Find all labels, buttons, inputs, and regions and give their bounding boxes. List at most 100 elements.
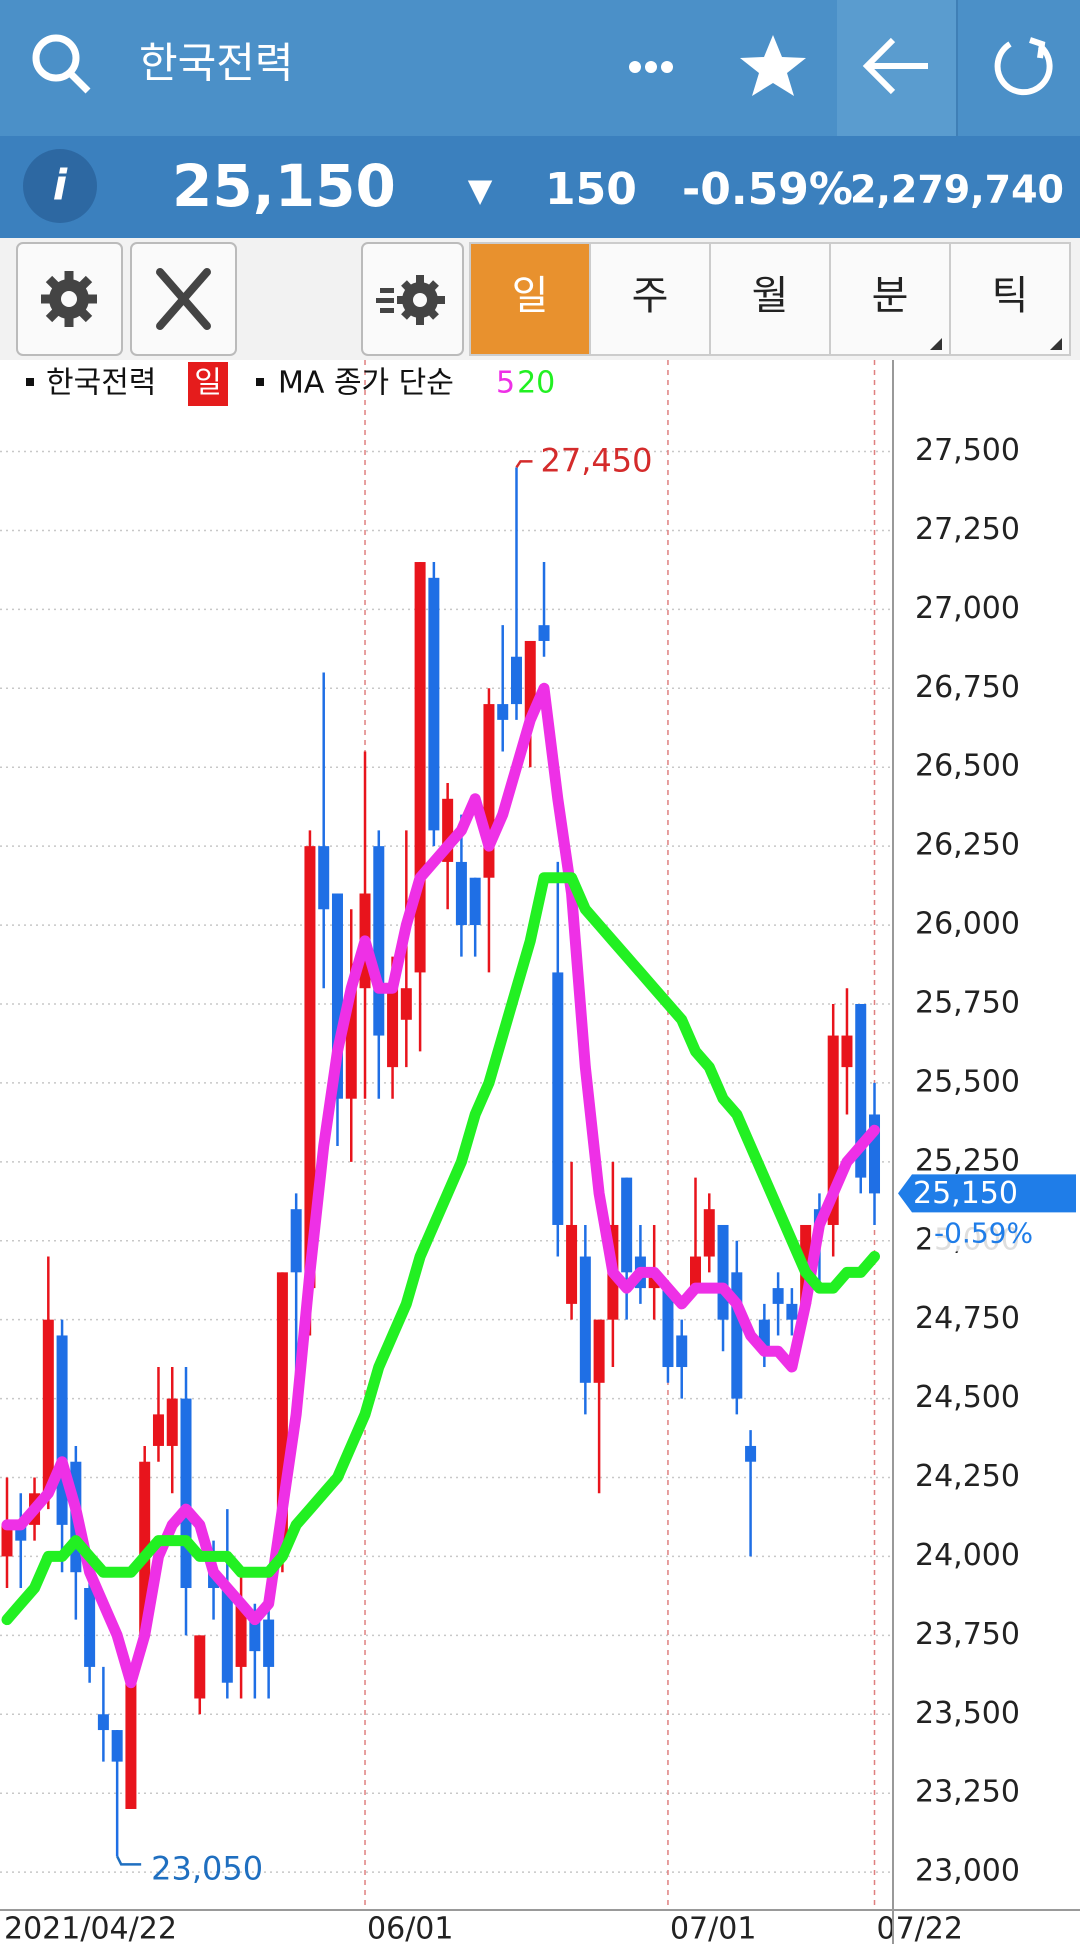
- chart-settings-icon: [376, 275, 445, 325]
- tab-label: 주: [632, 273, 669, 319]
- candle-body: [1, 1524, 13, 1557]
- legend-name: 한국전력: [46, 366, 156, 401]
- candle-body: [180, 1398, 192, 1589]
- tab-corner: [930, 338, 942, 350]
- star-icon[interactable]: [740, 35, 806, 96]
- legend-entry: 20: [517, 366, 555, 401]
- tab-label: 일: [512, 273, 549, 319]
- more-icon[interactable]: [629, 61, 673, 73]
- x-tick-label: 07/01: [670, 1912, 756, 1944]
- candle-body: [524, 640, 536, 720]
- y-tick-label: 27,500: [915, 433, 1020, 468]
- candle-body: [111, 1730, 123, 1762]
- legend-entry: 5: [496, 366, 515, 401]
- stock-title: 한국전력: [139, 39, 294, 88]
- y-tick-label: 27,000: [915, 591, 1020, 626]
- y-tick-label: 25,750: [915, 985, 1020, 1020]
- annotation-arrow: [116, 1855, 142, 1866]
- tab[interactable]: [469, 242, 591, 356]
- change-pct: -0.59%: [682, 164, 853, 215]
- candle-body: [758, 1319, 770, 1352]
- y-tick-label: 24,250: [915, 1459, 1020, 1494]
- ma-line: [1, 682, 881, 1689]
- price-tag: [898, 1174, 1076, 1213]
- x-tick-label: 07/22: [877, 1912, 963, 1944]
- candle-body: [538, 625, 550, 641]
- candle-body: [318, 846, 330, 910]
- price: 25,150: [172, 152, 396, 220]
- candle-body: [166, 1398, 178, 1446]
- candle-body: [428, 577, 440, 831]
- gear-icon: [41, 271, 97, 327]
- price-tag-label: 25,150: [913, 1176, 1018, 1211]
- candle-body: [235, 1603, 247, 1667]
- candle-body: [345, 988, 357, 1099]
- candle-body: [263, 1619, 275, 1667]
- candle-body: [497, 704, 509, 720]
- legend-marker: [26, 378, 34, 386]
- tab[interactable]: [949, 242, 1071, 356]
- candle-body: [483, 704, 495, 878]
- change-arrow: ▼: [468, 171, 493, 209]
- candle-body: [662, 1288, 674, 1368]
- tab-label: 월: [752, 273, 789, 319]
- candle-body: [194, 1635, 206, 1699]
- tab-label: 틱: [992, 273, 1029, 319]
- candle-body: [621, 1177, 633, 1273]
- y-tick-label: 23,250: [915, 1775, 1020, 1810]
- change-tag-label: -0.59%: [934, 1216, 1033, 1249]
- plot-bg: [0, 360, 1080, 1944]
- tab[interactable]: [709, 242, 831, 356]
- candle-body: [690, 1256, 701, 1289]
- tools-icon: [156, 268, 211, 330]
- candle-body: [373, 846, 385, 1036]
- candle-body: [387, 988, 399, 1068]
- candle-body: [221, 1588, 233, 1683]
- tab[interactable]: [829, 242, 951, 356]
- candle-body: [827, 1035, 839, 1225]
- y-tick-label: 26,000: [915, 907, 1020, 942]
- candle-body: [414, 562, 426, 973]
- change-tag-bg: [930, 1215, 1048, 1252]
- candle-body: [731, 1272, 743, 1399]
- period-badge-bg: [188, 362, 228, 406]
- candle-body: [552, 972, 564, 1225]
- tab[interactable]: [589, 242, 711, 356]
- refresh-icon[interactable]: [994, 37, 1053, 96]
- annotation-label: 23,050: [151, 1849, 263, 1887]
- candle-body: [566, 1224, 578, 1304]
- legend-marker: [256, 378, 264, 386]
- x-tick-label: 06/01: [367, 1912, 453, 1944]
- candle-body: [442, 798, 454, 862]
- candle-body: [855, 1003, 867, 1178]
- candle-body: [579, 1256, 591, 1383]
- candle-body: [331, 893, 343, 1099]
- candle-body: [97, 1714, 109, 1731]
- ma-line: [1, 872, 881, 1626]
- candle-body: [15, 1524, 27, 1541]
- ma-label: MA 종가 단순: [278, 366, 454, 401]
- y-tick-label: 24,750: [915, 1301, 1020, 1336]
- annotation-label: 27,450: [540, 441, 652, 479]
- tab-label: 분: [872, 273, 909, 319]
- chart: 23,000 23,250 23,500 23,750 24,000 24,250 24,5…: [0, 360, 1080, 1944]
- back-icon[interactable]: [862, 37, 928, 95]
- candle-body: [84, 1588, 96, 1667]
- candle-body: [290, 1209, 302, 1273]
- tab-corner: [1050, 338, 1062, 350]
- candle-body: [152, 1414, 164, 1446]
- candle-body: [510, 656, 522, 705]
- candle-body: [786, 1303, 798, 1320]
- candle-body: [249, 1619, 261, 1652]
- candle-body: [304, 846, 316, 1289]
- info-button[interactable]: [23, 149, 97, 223]
- candle-body: [772, 1288, 784, 1304]
- y-tick-label: 26,500: [915, 749, 1020, 784]
- y-tick-label: 27,250: [915, 512, 1020, 547]
- search-icon[interactable]: [32, 34, 91, 94]
- y-tick-label: 23,500: [915, 1696, 1020, 1731]
- candle-body: [676, 1335, 688, 1368]
